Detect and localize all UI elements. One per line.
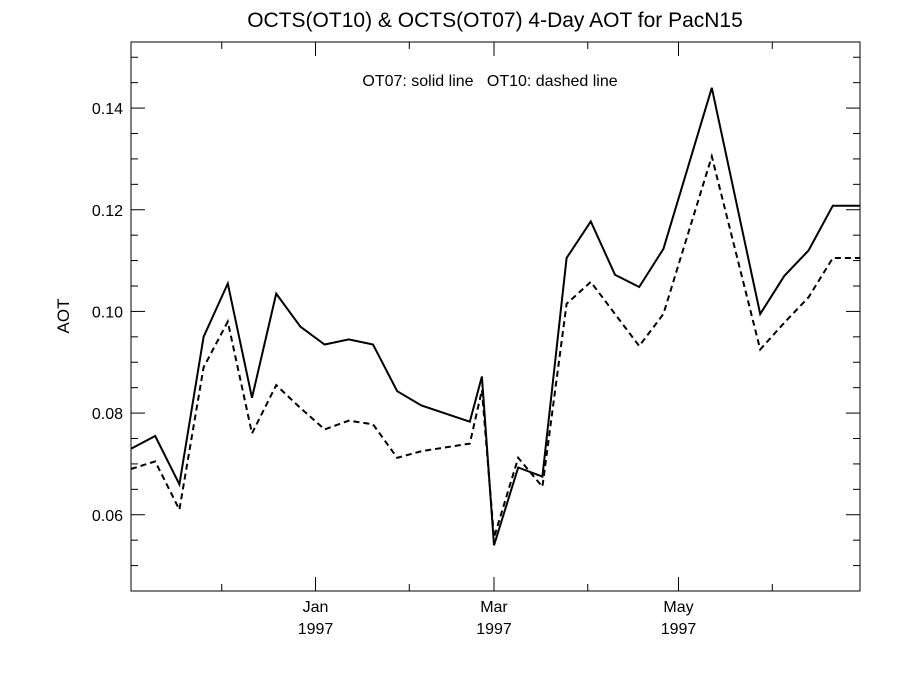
series-line-ot07 bbox=[130, 87, 860, 546]
y-tick-label: 0.12 bbox=[92, 203, 123, 220]
x-tick-month-label: Mar bbox=[480, 599, 508, 616]
y-axis-label: AOT bbox=[54, 299, 73, 334]
y-tick-labels: 0.06 0.08 0.10 0.12 0.14 bbox=[92, 101, 123, 525]
x-tick-labels: Jan 1997 Mar 1997 May 1997 bbox=[298, 599, 697, 638]
x-tick-month-label: Jan bbox=[303, 599, 329, 616]
y-tick-label: 0.08 bbox=[92, 406, 123, 423]
plot-frame bbox=[130, 41, 861, 592]
series-line-ot10 bbox=[130, 152, 860, 538]
chart-title: OCTS(OT10) & OCTS(OT07) 4-Day AOT for Pa… bbox=[247, 9, 743, 32]
axis-ticks bbox=[131, 42, 860, 592]
x-tick-year-label: 1997 bbox=[661, 621, 697, 638]
y-tick-label: 0.06 bbox=[92, 508, 123, 525]
x-tick-month-label: May bbox=[663, 599, 693, 616]
series-group bbox=[130, 87, 860, 546]
y-tick-label: 0.10 bbox=[92, 304, 123, 321]
y-tick-label: 0.14 bbox=[92, 101, 123, 118]
x-tick-year-label: 1997 bbox=[476, 621, 512, 638]
legend-annotation: OT07: solid line OT10: dashed line bbox=[362, 73, 617, 90]
x-tick-year-label: 1997 bbox=[298, 621, 334, 638]
